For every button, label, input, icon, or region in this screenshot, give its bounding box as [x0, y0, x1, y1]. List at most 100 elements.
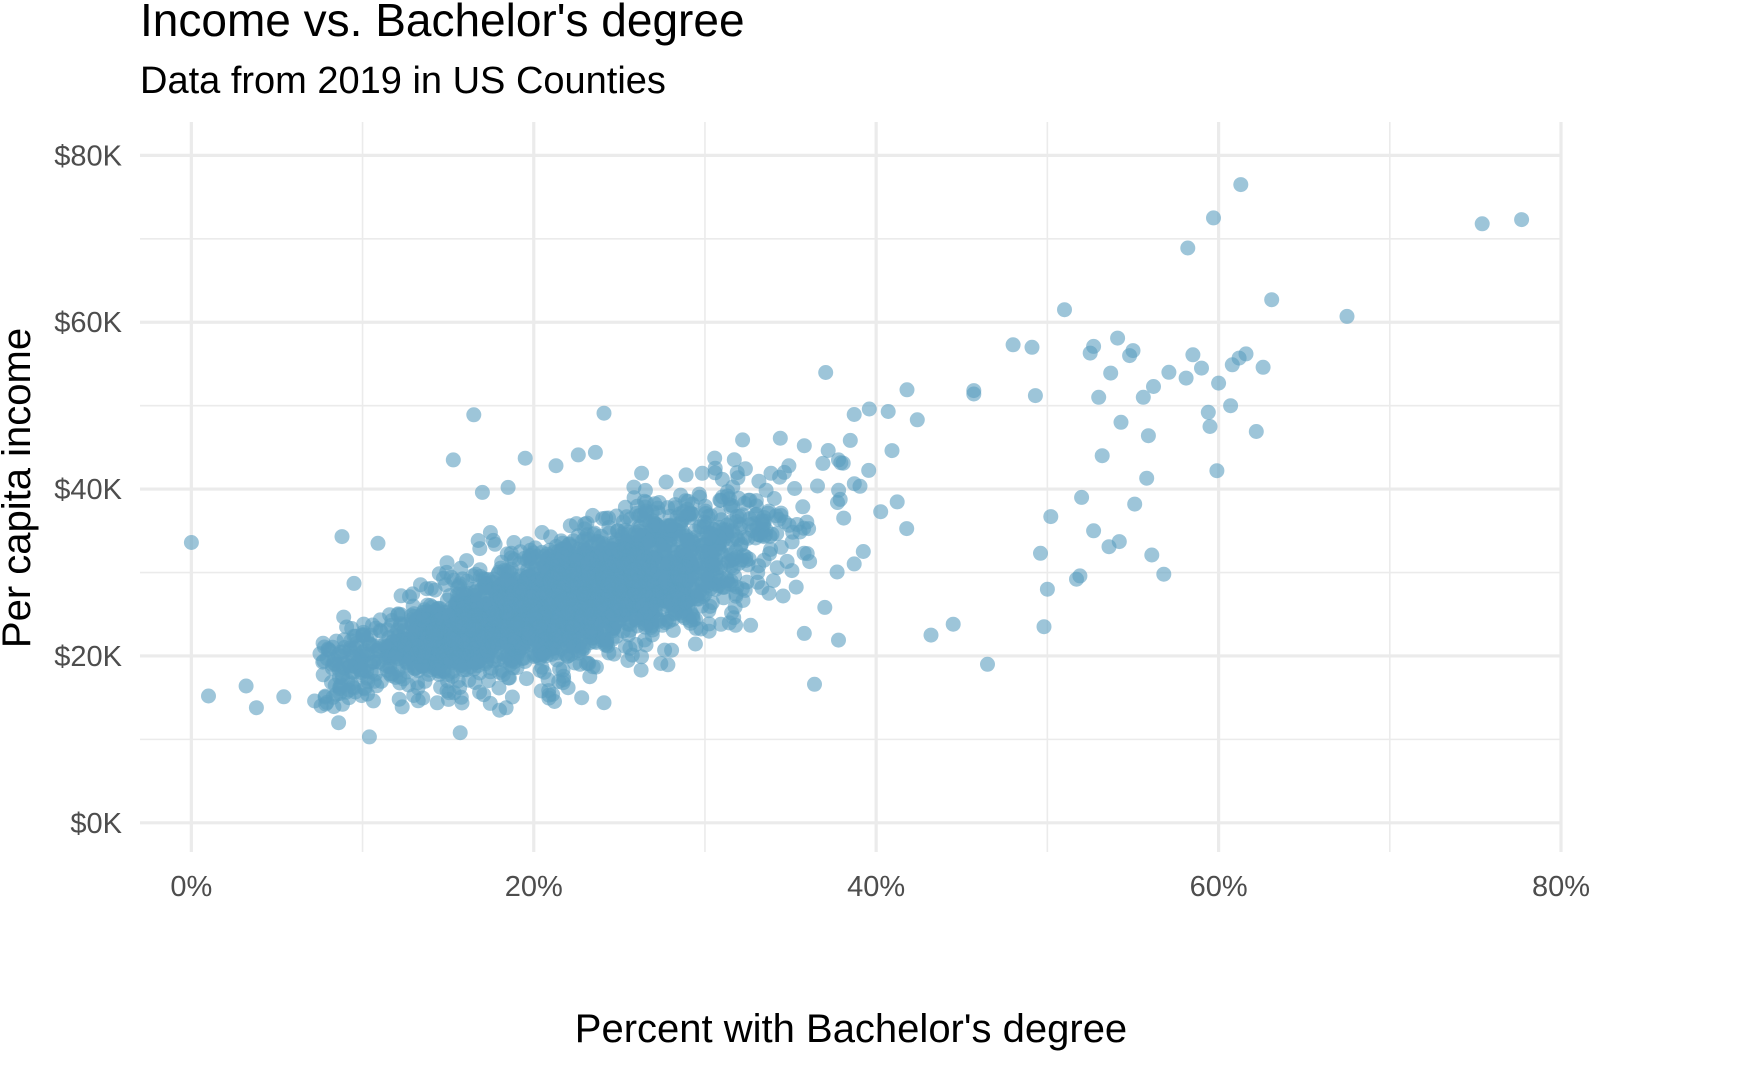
- y-axis-title: Per capita income: [0, 328, 39, 648]
- scatter-point: [705, 558, 721, 573]
- scatter-point: [1024, 339, 1040, 355]
- x-tick-label: 0%: [170, 871, 212, 903]
- scatter-point: [1140, 428, 1156, 444]
- scatter-point: [733, 536, 749, 552]
- scatter-point: [684, 496, 700, 512]
- scatter-point: [443, 569, 459, 585]
- scatter-point: [1103, 365, 1119, 381]
- scatter-point: [565, 618, 581, 634]
- scatter-point: [754, 580, 770, 596]
- scatter-point: [795, 499, 811, 515]
- scatter-point: [616, 541, 632, 557]
- scatter-point: [453, 689, 469, 705]
- scatter-point: [476, 687, 492, 703]
- scatter-point: [545, 686, 561, 702]
- scatter-point: [1206, 210, 1221, 226]
- scatter-point: [820, 443, 836, 458]
- scatter-point: [548, 458, 564, 474]
- scatter-point: [777, 514, 793, 530]
- scatter-point: [453, 560, 469, 576]
- scatter-point: [729, 509, 745, 524]
- scatter-point: [1144, 547, 1160, 563]
- scatter-point: [852, 478, 868, 494]
- scatter-point: [576, 586, 592, 602]
- scatter-point: [779, 553, 795, 569]
- scatter-point: [555, 662, 571, 678]
- scatter-point: [461, 672, 477, 688]
- scatter-point: [1086, 523, 1102, 539]
- scatter-point: [334, 529, 350, 545]
- scatter-point: [1005, 337, 1021, 353]
- scatter-point: [1074, 489, 1090, 505]
- scatter-point: [923, 627, 939, 643]
- scatter-point: [1113, 414, 1129, 430]
- scatter-point: [452, 658, 468, 674]
- scatter-point: [861, 401, 877, 417]
- scatter-point: [1200, 404, 1216, 420]
- scatter-point: [787, 481, 803, 496]
- scatter-point: [580, 610, 596, 626]
- scatter-point: [1339, 308, 1355, 324]
- scatter-point: [1027, 388, 1043, 404]
- scatter-point: [572, 656, 588, 672]
- scatter-point: [574, 642, 590, 658]
- scatter-point: [742, 492, 758, 508]
- scatter-point: [1146, 379, 1161, 394]
- scatter-point: [405, 624, 421, 640]
- scatter-point: [1135, 389, 1151, 405]
- scatter-point: [880, 404, 896, 419]
- scatter-point: [909, 412, 925, 428]
- chart-title: Income vs. Bachelor's degree: [140, 0, 745, 46]
- scatter-point: [487, 536, 503, 552]
- x-tick-label: 80%: [1532, 871, 1590, 903]
- scatter-point: [587, 444, 603, 460]
- scatter-point: [633, 662, 649, 678]
- scatter-point: [570, 447, 586, 463]
- scatter-point: [532, 619, 548, 635]
- scatter-point: [560, 605, 576, 621]
- y-tick-label: $20K: [54, 641, 122, 673]
- scatter-point: [842, 432, 858, 448]
- scatter-point: [537, 585, 553, 601]
- scatter-point: [697, 574, 713, 590]
- scatter-point: [521, 625, 537, 641]
- scatter-point: [346, 575, 362, 591]
- scatter-point: [562, 630, 578, 646]
- scatter-point: [873, 504, 889, 520]
- scatter-point: [1185, 347, 1201, 363]
- scatter-point: [725, 523, 740, 539]
- scatter-point: [1125, 343, 1141, 359]
- scatter-point: [713, 570, 729, 586]
- scatter-point: [562, 518, 578, 534]
- scatter-point: [519, 671, 534, 687]
- scatter-point: [1194, 360, 1209, 376]
- scatter-point: [512, 583, 528, 599]
- scatter-point: [356, 628, 371, 644]
- scatter-point: [646, 551, 662, 567]
- scatter-point: [574, 690, 590, 706]
- x-axis-title: Percent with Bachelor's degree: [575, 1007, 1127, 1051]
- scatter-point: [533, 683, 549, 699]
- scatter-point: [810, 478, 825, 494]
- scatter-point: [580, 555, 596, 571]
- scatter-point: [1086, 338, 1102, 354]
- scatter-point: [731, 490, 747, 506]
- scatter-point: [1178, 370, 1194, 386]
- y-tick-label: $40K: [54, 474, 122, 506]
- scatter-point: [1069, 571, 1084, 587]
- scatter-point: [1255, 359, 1271, 375]
- scatter-point: [474, 484, 490, 500]
- scatter-point: [487, 611, 503, 627]
- scatter-point: [836, 510, 852, 526]
- scatter-point: [889, 494, 905, 510]
- scatter-point: [414, 657, 430, 673]
- scatter-point: [536, 664, 552, 680]
- scatter-point: [773, 539, 789, 555]
- scatter-point: [628, 547, 644, 563]
- scatter-point: [446, 633, 461, 649]
- scatter-point: [500, 479, 516, 495]
- scatter-point: [469, 654, 485, 670]
- scatter-point: [391, 691, 407, 707]
- scatter-point: [855, 544, 871, 559]
